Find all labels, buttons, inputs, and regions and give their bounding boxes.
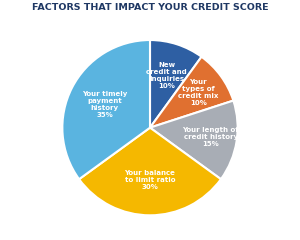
- Text: New
credit and
inquiries
10%: New credit and inquiries 10%: [146, 62, 187, 90]
- Wedge shape: [150, 101, 238, 179]
- Wedge shape: [62, 40, 150, 179]
- Text: Your
types of
credit mix
10%: Your types of credit mix 10%: [178, 79, 218, 106]
- Wedge shape: [150, 57, 233, 128]
- Wedge shape: [150, 40, 202, 128]
- Text: Your timely
payment
history
35%: Your timely payment history 35%: [82, 91, 128, 118]
- Text: Your length of
credit history
15%: Your length of credit history 15%: [182, 127, 239, 147]
- Wedge shape: [79, 128, 221, 215]
- Text: Your balance
to limit ratio
30%: Your balance to limit ratio 30%: [124, 170, 176, 190]
- Title: FACTORS THAT IMPACT YOUR CREDIT SCORE: FACTORS THAT IMPACT YOUR CREDIT SCORE: [32, 3, 268, 12]
